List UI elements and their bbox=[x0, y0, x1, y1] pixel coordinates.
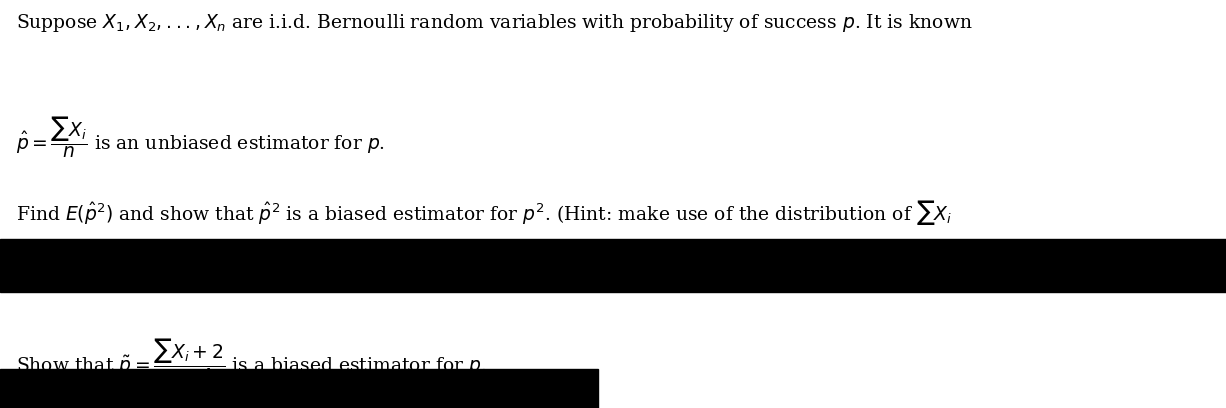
Text: and the fact that $Var(Y) = E(Y^2) - E(Y)^2$): and the fact that $Var(Y) = E(Y^2) - E(Y… bbox=[16, 251, 387, 275]
Text: Show that $\tilde{p} = \dfrac{\sum X_i + 2}{n+4}$ is a biased estimator for $p$.: Show that $\tilde{p} = \dfrac{\sum X_i +… bbox=[16, 337, 487, 386]
Text: Find $E(\hat{p}^2)$ and show that $\hat{p}^2$ is a biased estimator for $p^2$. (: Find $E(\hat{p}^2)$ and show that $\hat{… bbox=[16, 198, 953, 227]
Bar bbox=[0, 369, 598, 408]
Bar bbox=[0, 239, 1226, 292]
Text: Suppose $X_1, X_2, ..., X_n$ are i.i.d. Bernoulli random variables with probabil: Suppose $X_1, X_2, ..., X_n$ are i.i.d. … bbox=[16, 12, 972, 34]
Text: $\hat{p} = \dfrac{\sum X_i}{n}$ is an unbiased estimator for $p$.: $\hat{p} = \dfrac{\sum X_i}{n}$ is an un… bbox=[16, 114, 385, 160]
